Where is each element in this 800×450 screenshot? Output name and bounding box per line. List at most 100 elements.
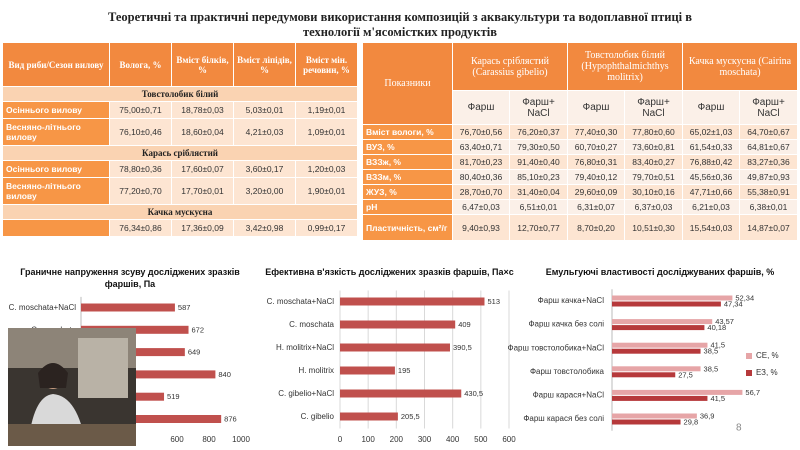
cell: 17,70±0,01 xyxy=(171,177,234,205)
category-label: H. molitrix+NaCl xyxy=(276,343,334,352)
data-row: Пластичність, см²/г 9,40±0,93 12,70±0,77 8,… xyxy=(362,214,799,241)
data-row: Весняно-літнього вилову 76,10±0,46 18,60±0… xyxy=(2,118,358,146)
bar xyxy=(340,389,462,398)
cell: 77,80±0,60 xyxy=(624,124,683,140)
legend-label: СЕ, % xyxy=(756,351,779,360)
category-label: C. gibelio xyxy=(301,412,335,421)
bar xyxy=(340,343,450,352)
cell: 15,54±0,03 xyxy=(682,214,740,241)
bar xyxy=(612,395,708,401)
cell: 6,51±0,01 xyxy=(509,199,568,215)
bar xyxy=(612,372,676,378)
video-overlay xyxy=(8,328,136,446)
value-label: 29,8 xyxy=(684,417,699,426)
cell: 5,03±0,01 xyxy=(233,101,296,119)
value-label: 41,5 xyxy=(710,341,725,350)
row-label: Пластичність, см²/г xyxy=(362,214,453,241)
category-label: Фарш качка+NaCl xyxy=(538,296,605,305)
cell: 29,60±0,09 xyxy=(567,184,625,200)
category-label: C. moschata+NaCl xyxy=(267,297,335,306)
legend-label: ЕЗ, % xyxy=(756,368,778,377)
subheader-cell: Фарш+ NaCl xyxy=(624,90,683,125)
header-cell: Товстолобик білий (Hypophthalmichthys mo… xyxy=(567,42,683,91)
value-label: 40,18 xyxy=(707,323,726,332)
group-cell: Карась сріблястий xyxy=(2,145,358,161)
group-row: Карась сріблястий xyxy=(2,145,358,161)
row-label: Весняно-літнього вилову xyxy=(2,177,110,205)
row-label: Весняно-літнього вилову xyxy=(2,118,110,146)
cell: 77,40±0,30 xyxy=(567,124,625,140)
bar xyxy=(612,389,743,395)
cell: 76,34±0,86 xyxy=(109,219,172,237)
category-label: Фарш качка без солі xyxy=(528,320,604,329)
header-cell: Качка мускусна (Cairina moschata) xyxy=(681,42,799,91)
header-cell: Вміст білків, % xyxy=(171,42,234,87)
cell: 12,70±0,77 xyxy=(509,214,568,241)
group-cell: Качка мускусна xyxy=(2,204,358,220)
cell: 79,70±0,51 xyxy=(624,169,683,185)
value-label: 519 xyxy=(167,392,180,401)
bar xyxy=(340,297,485,306)
cell: 81,70±0,23 xyxy=(452,154,510,170)
category-label: C. gibelio+NaCl xyxy=(278,389,334,398)
x-tick-label: 800 xyxy=(202,435,216,444)
composition-table: Вид риби/Сезон вилову Вологa, % Вміст білк… xyxy=(2,42,358,237)
value-label: 38,5 xyxy=(704,347,719,356)
x-tick-label: 1000 xyxy=(232,435,250,444)
value-label: 195 xyxy=(398,366,411,375)
cell: 91,40±0,40 xyxy=(509,154,568,170)
header-cell: Карась сріблястий (Carassius gibelio) xyxy=(452,42,568,91)
chart-title: Ефективна в'язкість досліджених зразків … xyxy=(265,267,514,277)
cell: 4,21±0,03 xyxy=(233,118,296,146)
bar xyxy=(612,301,721,307)
value-label: 409 xyxy=(458,320,471,329)
bar xyxy=(612,319,713,325)
row-label: pH xyxy=(362,199,453,215)
cell: 85,10±0,23 xyxy=(509,169,568,185)
header-cell: Вологa, % xyxy=(109,42,172,87)
bar xyxy=(612,295,733,301)
bar xyxy=(612,366,701,372)
bar xyxy=(81,370,216,379)
bar xyxy=(81,415,222,423)
data-row: Вміст вологи, % 76,70±0,56 76,20±0,37 77,40… xyxy=(362,124,799,140)
value-label: 27,5 xyxy=(678,370,693,379)
header-cell: Вміст мін. речовин, % xyxy=(295,42,358,87)
category-label: Фарш товстолобика xyxy=(530,367,605,376)
cell: 60,70±0,27 xyxy=(567,139,625,155)
cell: 0,99±0,17 xyxy=(295,219,358,237)
data-row: pH 6,47±0,03 6,51±0,01 6,31±0,07 6,37±0,03 6,… xyxy=(362,199,799,215)
subheader-cell: Фарш+ NaCl xyxy=(738,90,799,125)
bar xyxy=(340,412,398,421)
x-tick-label: 400 xyxy=(446,435,460,444)
row-label xyxy=(2,219,110,237)
cell: 14,87±0,07 xyxy=(738,214,799,241)
x-tick-label: 600 xyxy=(170,435,184,444)
cell: 6,21±0,03 xyxy=(682,199,740,215)
chart-title: Граничне напруження зсуву досліджених зр… xyxy=(20,267,240,289)
category-label: Фарш карася+NaCl xyxy=(533,391,605,400)
category-label: C. moschata xyxy=(289,320,334,329)
value-label: 430,5 xyxy=(464,389,483,398)
bar xyxy=(612,342,708,348)
category-label: Фарш товстолобика+NaCl xyxy=(508,343,605,352)
category-label: C. moschata+NaCl xyxy=(9,303,77,312)
slide-title: Теоретичні та практичні передумови викор… xyxy=(107,10,693,39)
group-row: Качка мускусна xyxy=(2,204,358,220)
data-row: ВЗЗж, % 81,70±0,23 91,40±0,40 76,80±0,31 83,… xyxy=(362,154,799,170)
value-label: 840 xyxy=(218,370,231,379)
legend-swatch xyxy=(746,370,752,376)
header-row: Вид риби/Сезон вилову Вологa, % Вміст білк… xyxy=(2,42,358,87)
value-label: 649 xyxy=(188,348,201,357)
cell: 6,47±0,03 xyxy=(452,199,510,215)
cell: 1,90±0,01 xyxy=(295,177,358,205)
cell: 3,42±0,98 xyxy=(233,219,296,237)
subheader-cell: Фарш xyxy=(682,90,740,125)
row-label: Вміст вологи, % xyxy=(362,124,453,140)
cell: 18,60±0,04 xyxy=(171,118,234,146)
x-tick-label: 0 xyxy=(338,435,343,444)
value-label: 38,5 xyxy=(704,364,719,373)
cell: 17,36±0,09 xyxy=(171,219,234,237)
properties-table: Показники Карась сріблястий (Carassius gi… xyxy=(362,42,799,241)
